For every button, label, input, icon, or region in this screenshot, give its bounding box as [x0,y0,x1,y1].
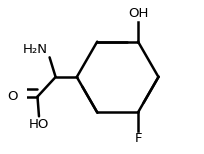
Text: HO: HO [29,118,49,131]
Text: OH: OH [127,8,147,20]
Text: O: O [7,90,18,103]
Text: F: F [134,132,141,145]
Text: H₂N: H₂N [23,43,48,56]
